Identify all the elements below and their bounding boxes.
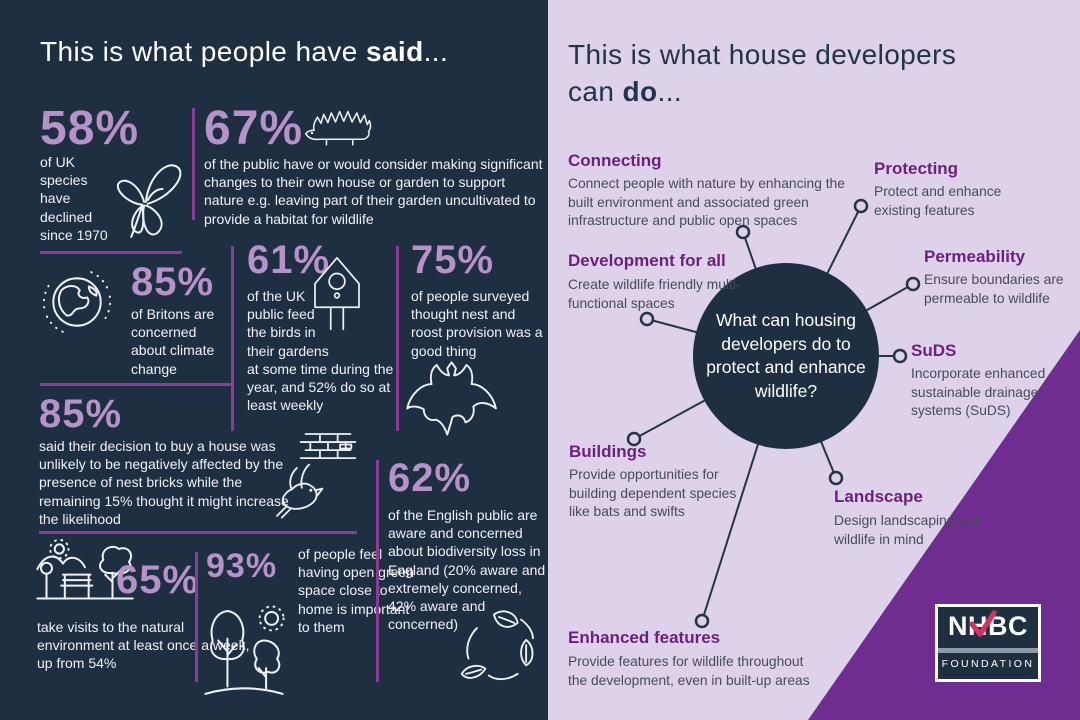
stat-value-garden-changes: 67% bbox=[204, 102, 304, 155]
trees-icon bbox=[198, 594, 290, 698]
right-panel-title: This is what house developers can do... bbox=[568, 36, 1008, 110]
butterfly-icon bbox=[100, 152, 192, 250]
park-icon bbox=[33, 538, 137, 604]
people-said-panel bbox=[0, 0, 548, 720]
brick-wall-icon bbox=[298, 430, 358, 467]
center-question-circle: What can housing developers do to protec… bbox=[693, 263, 879, 449]
nhbc-wordmark: NHBC bbox=[938, 607, 1038, 647]
left-panel-title: This is what people have said... bbox=[40, 36, 548, 68]
spoke-desc-buildings: Provide opportunities for building depen… bbox=[569, 467, 737, 519]
right-title-bold: do bbox=[622, 76, 658, 107]
divider-line bbox=[231, 246, 234, 431]
divider-line bbox=[376, 460, 379, 682]
stat-text-species-declined: of UK species have declined since 1970 bbox=[40, 154, 108, 243]
bat-icon bbox=[402, 352, 502, 444]
stat-text-nest-bricks: said their decision to buy a house was u… bbox=[39, 438, 289, 527]
birdhouse-icon bbox=[293, 246, 381, 334]
spoke-label-development-for-all: Development for all bbox=[568, 251, 726, 270]
spoke-desc-enhanced-features: Provide features for wildlife throughout… bbox=[568, 654, 810, 688]
spoke-label-protecting: Protecting bbox=[874, 159, 959, 178]
leaves-cycle-icon bbox=[460, 606, 538, 684]
stat-text-nest-roost: of people surveyed thought nest and roos… bbox=[411, 288, 543, 359]
spoke-nodes bbox=[626, 198, 921, 629]
right-title-prefix: This is what house developers can bbox=[568, 39, 957, 107]
stat-text-climate: of Britons are concerned about climate c… bbox=[131, 306, 215, 377]
right-title-suffix: ... bbox=[657, 76, 683, 107]
left-title-prefix: This is what people have bbox=[40, 36, 366, 67]
spoke-desc-protecting: Protect and enhance existing features bbox=[874, 184, 1002, 218]
divider-line bbox=[396, 246, 399, 431]
spoke-label-permeability: Permeability bbox=[924, 247, 1026, 266]
stat-text-feed-birds: of the UK public feed the birds in their… bbox=[247, 287, 399, 414]
left-title-suffix: ... bbox=[423, 36, 449, 67]
spoke-desc-permeability: Ensure boundaries are permeable to wildl… bbox=[924, 272, 1064, 306]
divider-line bbox=[195, 552, 198, 682]
spoke-label-landscape: Landscape bbox=[834, 487, 923, 506]
divider-line bbox=[39, 531, 357, 534]
stat-value-nest-roost: 75% bbox=[411, 238, 495, 282]
divider-line bbox=[192, 108, 195, 220]
hedgehog-icon bbox=[303, 96, 379, 150]
logo-divider-band bbox=[938, 648, 1038, 653]
spoke-label-enhanced-features: Enhanced features bbox=[568, 628, 721, 647]
stat-value-feed-birds: 61% bbox=[247, 238, 331, 282]
icon-wrap-spacer bbox=[337, 287, 399, 343]
center-question-text: What can housing developers do to protec… bbox=[706, 310, 866, 401]
stat-value-biodiversity: 62% bbox=[388, 456, 472, 500]
nhbc-check-icon bbox=[969, 610, 997, 637]
foundation-text: FOUNDATION bbox=[941, 658, 1035, 670]
globe-icon bbox=[36, 260, 118, 344]
stat-text-garden-changes: of the public have or would consider mak… bbox=[204, 156, 543, 227]
stat-text-feed-birds-content: of the UK public feed the birds in their… bbox=[247, 288, 394, 414]
spoke-desc-connecting: Connect people with nature by enhancing … bbox=[568, 176, 845, 228]
divider-line bbox=[40, 251, 182, 254]
spoke-desc-suds: Incorporate enhanced sustainable drainag… bbox=[911, 366, 1046, 418]
stat-value-climate: 85% bbox=[131, 260, 215, 304]
stat-value-nature-visits: 65% bbox=[116, 558, 200, 602]
stat-value-green-space: 93% bbox=[206, 547, 278, 585]
spoke-label-suds: SuDS bbox=[911, 341, 957, 360]
nhbc-foundation-logo: NHBC FOUNDATION bbox=[935, 604, 1041, 682]
left-title-bold: said bbox=[365, 36, 424, 67]
stat-text-green-space: of people feel having open green space c… bbox=[298, 546, 414, 635]
spoke-desc-development-for-all: Create wildlife friendly multi-functiona… bbox=[568, 277, 741, 311]
spoke-label-buildings: Buildings bbox=[569, 442, 647, 461]
stat-value-nest-bricks: 85% bbox=[39, 392, 123, 436]
spoke-label-connecting: Connecting bbox=[568, 151, 662, 170]
stat-text-biodiversity: of the English public are aware and conc… bbox=[388, 507, 546, 633]
stat-value-species-declined: 58% bbox=[40, 102, 140, 155]
bird-icon bbox=[272, 458, 334, 520]
spoke-desc-landscape: Design landscaping with wildlife in mind bbox=[834, 513, 983, 547]
divider-line bbox=[40, 383, 232, 386]
